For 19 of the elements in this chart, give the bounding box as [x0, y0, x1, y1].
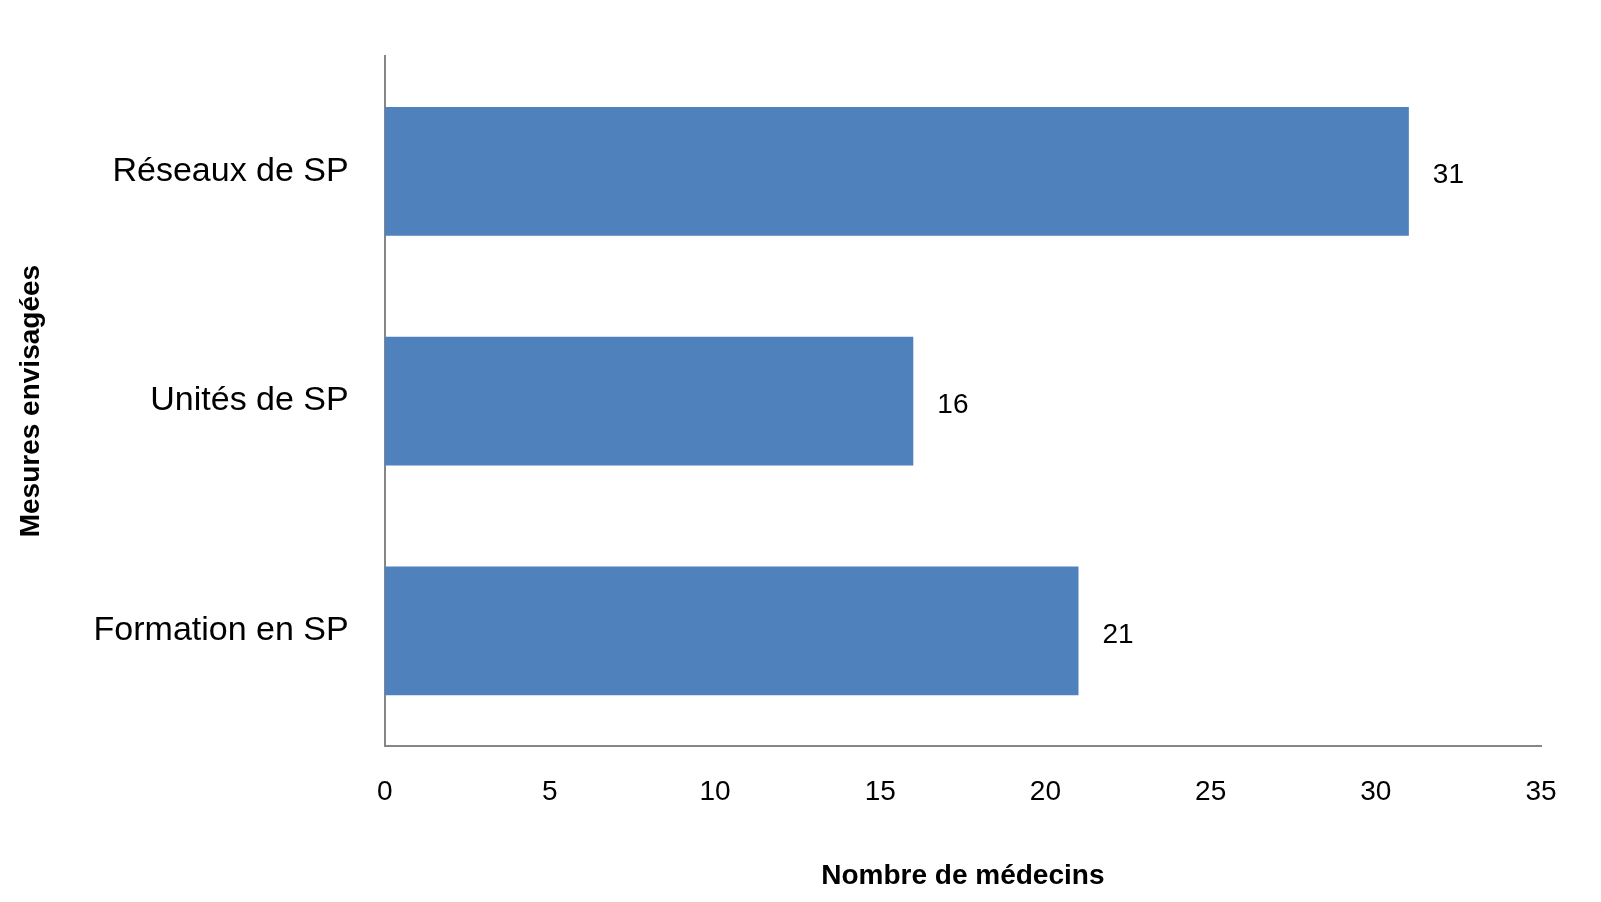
- x-tick-label: 30: [1360, 775, 1392, 807]
- y-tick-label: Formation en SP: [93, 609, 349, 648]
- x-tick-label: 35: [1525, 775, 1557, 807]
- data-label: 21: [1102, 617, 1134, 649]
- data-label: 16: [937, 387, 969, 419]
- y-axis-title: Mesures envisagées: [13, 264, 45, 538]
- x-tick-label: 20: [1029, 775, 1062, 807]
- x-tick-label: 5: [542, 775, 558, 807]
- y-tick-label: Unités de SP: [150, 379, 349, 418]
- x-axis-title: Nombre de médecins: [821, 858, 1105, 890]
- bar: [384, 106, 1409, 236]
- x-tick-label: 25: [1195, 775, 1227, 807]
- x-tick-label: 15: [864, 775, 896, 807]
- bar: [384, 336, 914, 466]
- x-tick-label: 0: [376, 775, 393, 807]
- y-tick-label: Réseaux de SP: [112, 149, 349, 188]
- x-tick-label: 10: [699, 775, 731, 807]
- data-label: 31: [1432, 158, 1465, 190]
- bar: [384, 566, 1079, 696]
